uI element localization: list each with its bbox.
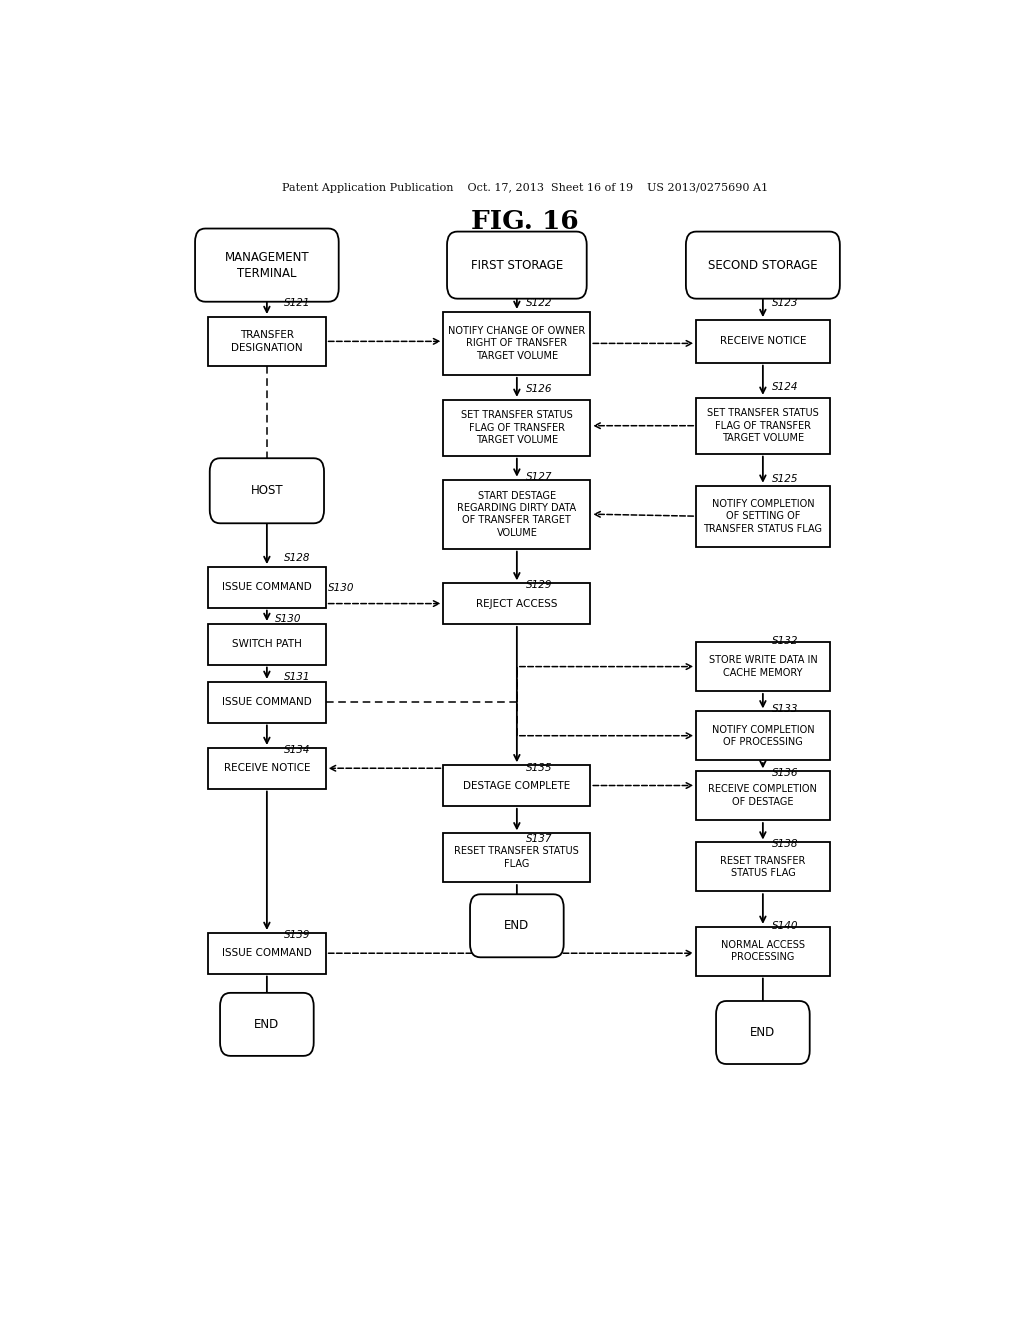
Text: RECEIVE COMPLETION
OF DESTAGE: RECEIVE COMPLETION OF DESTAGE [709,784,817,807]
Text: S125: S125 [772,474,799,483]
Text: S131: S131 [285,672,311,681]
FancyBboxPatch shape [447,231,587,298]
FancyBboxPatch shape [696,643,829,690]
Text: NOTIFY CHANGE OF OWNER
RIGHT OF TRANSFER
TARGET VOLUME: NOTIFY CHANGE OF OWNER RIGHT OF TRANSFER… [449,326,586,360]
Text: S128: S128 [285,553,311,562]
Text: RESET TRANSFER
STATUS FLAG: RESET TRANSFER STATUS FLAG [720,855,806,878]
Text: S123: S123 [772,298,799,308]
FancyBboxPatch shape [696,397,829,454]
Text: S124: S124 [772,381,799,392]
Text: S127: S127 [526,471,553,482]
FancyBboxPatch shape [696,319,829,363]
Text: NORMAL ACCESS
PROCESSING: NORMAL ACCESS PROCESSING [721,940,805,962]
FancyBboxPatch shape [686,231,840,298]
Text: RECEIVE NOTICE: RECEIVE NOTICE [223,763,310,774]
FancyBboxPatch shape [443,400,590,455]
Text: SWITCH PATH: SWITCH PATH [232,639,302,649]
Text: START DESTAGE
REGARDING DIRTY DATA
OF TRANSFER TARGET
VOLUME: START DESTAGE REGARDING DIRTY DATA OF TR… [458,491,577,537]
Text: NOTIFY COMPLETION
OF SETTING OF
TRANSFER STATUS FLAG: NOTIFY COMPLETION OF SETTING OF TRANSFER… [703,499,822,533]
Text: S135: S135 [526,763,553,774]
Text: RESET TRANSFER STATUS
FLAG: RESET TRANSFER STATUS FLAG [455,846,580,869]
Text: TRANSFER
DESIGNATION: TRANSFER DESIGNATION [231,330,303,352]
FancyBboxPatch shape [696,711,829,760]
Text: S130: S130 [274,614,301,624]
Text: ISSUE COMMAND: ISSUE COMMAND [222,948,311,958]
Text: SECOND STORAGE: SECOND STORAGE [708,259,818,272]
Text: SET TRANSFER STATUS
FLAG OF TRANSFER
TARGET VOLUME: SET TRANSFER STATUS FLAG OF TRANSFER TAR… [707,408,819,444]
Text: S122: S122 [526,298,553,308]
Text: MANAGEMENT
TERMINAL: MANAGEMENT TERMINAL [224,251,309,280]
Text: FIRST STORAGE: FIRST STORAGE [471,259,563,272]
Text: S139: S139 [285,929,311,940]
FancyBboxPatch shape [696,842,829,891]
Text: END: END [254,1018,280,1031]
FancyBboxPatch shape [210,458,324,523]
FancyBboxPatch shape [208,317,326,366]
Text: Patent Application Publication    Oct. 17, 2013  Sheet 16 of 19    US 2013/02756: Patent Application Publication Oct. 17, … [282,183,768,193]
FancyBboxPatch shape [443,766,590,805]
FancyBboxPatch shape [443,833,590,882]
Text: S140: S140 [772,921,799,931]
Text: DESTAGE COMPLETE: DESTAGE COMPLETE [463,780,570,791]
Text: S134: S134 [285,744,311,755]
FancyBboxPatch shape [208,568,326,607]
Text: S129: S129 [526,581,553,590]
FancyBboxPatch shape [208,748,326,788]
Text: END: END [751,1026,775,1039]
Text: S136: S136 [772,768,799,779]
Text: HOST: HOST [251,484,284,498]
Text: RECEIVE NOTICE: RECEIVE NOTICE [720,337,806,346]
Text: END: END [504,919,529,932]
FancyBboxPatch shape [716,1001,810,1064]
Text: SET TRANSFER STATUS
FLAG OF TRANSFER
TARGET VOLUME: SET TRANSFER STATUS FLAG OF TRANSFER TAR… [461,411,572,445]
FancyBboxPatch shape [208,682,326,722]
Text: S137: S137 [526,834,553,845]
FancyBboxPatch shape [443,312,590,375]
FancyBboxPatch shape [470,894,563,957]
Text: ISSUE COMMAND: ISSUE COMMAND [222,582,311,593]
FancyBboxPatch shape [195,228,339,302]
FancyBboxPatch shape [208,933,326,974]
Text: S126: S126 [526,384,553,395]
Text: S130: S130 [328,583,354,594]
Text: S133: S133 [772,705,799,714]
Text: ISSUE COMMAND: ISSUE COMMAND [222,697,311,708]
Text: NOTIFY COMPLETION
OF PROCESSING: NOTIFY COMPLETION OF PROCESSING [712,725,814,747]
Text: REJECT ACCESS: REJECT ACCESS [476,598,558,609]
Text: FIG. 16: FIG. 16 [471,209,579,234]
FancyBboxPatch shape [696,486,829,546]
FancyBboxPatch shape [696,771,829,820]
Text: S121: S121 [285,298,311,308]
FancyBboxPatch shape [208,624,326,664]
Text: S132: S132 [772,636,799,647]
FancyBboxPatch shape [443,583,590,624]
Text: S138: S138 [772,840,799,850]
FancyBboxPatch shape [443,479,590,549]
FancyBboxPatch shape [696,927,829,975]
Text: STORE WRITE DATA IN
CACHE MEMORY: STORE WRITE DATA IN CACHE MEMORY [709,656,817,677]
FancyBboxPatch shape [220,993,313,1056]
